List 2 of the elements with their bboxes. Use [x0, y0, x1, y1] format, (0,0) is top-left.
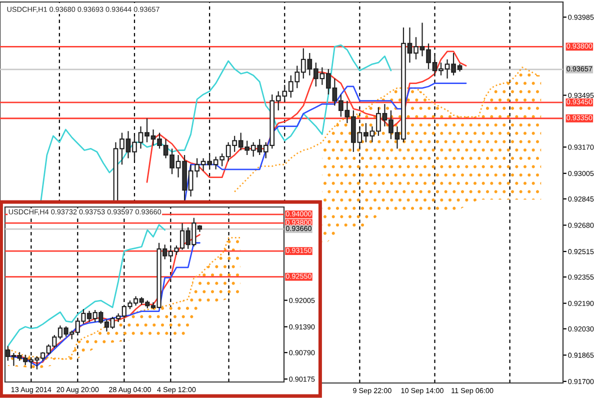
- line-series: [7, 224, 166, 347]
- line-series: [234, 66, 542, 192]
